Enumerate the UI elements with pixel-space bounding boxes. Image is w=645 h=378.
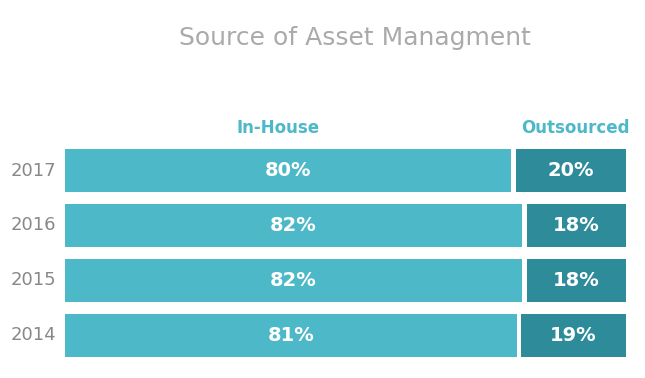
Bar <box>64 259 522 302</box>
Text: 18%: 18% <box>553 271 600 290</box>
Text: 2014: 2014 <box>10 326 56 344</box>
Text: In-House: In-House <box>236 119 319 137</box>
Text: 2017: 2017 <box>10 161 56 180</box>
Bar <box>64 149 511 192</box>
Bar <box>527 204 626 247</box>
Text: Outsourced: Outsourced <box>521 119 630 137</box>
Bar <box>64 314 517 357</box>
Text: 18%: 18% <box>553 216 600 235</box>
Bar <box>515 149 626 192</box>
Text: 81%: 81% <box>267 326 314 345</box>
Text: 20%: 20% <box>548 161 594 180</box>
Text: 2015: 2015 <box>10 271 56 290</box>
Text: 80%: 80% <box>264 161 311 180</box>
Text: 19%: 19% <box>550 326 597 345</box>
Text: 82%: 82% <box>270 271 317 290</box>
Text: 2016: 2016 <box>10 217 56 234</box>
Bar <box>527 259 626 302</box>
Bar <box>64 204 522 247</box>
Bar <box>521 314 626 357</box>
Text: 82%: 82% <box>270 216 317 235</box>
Text: Source of Asset Managment: Source of Asset Managment <box>179 26 531 50</box>
